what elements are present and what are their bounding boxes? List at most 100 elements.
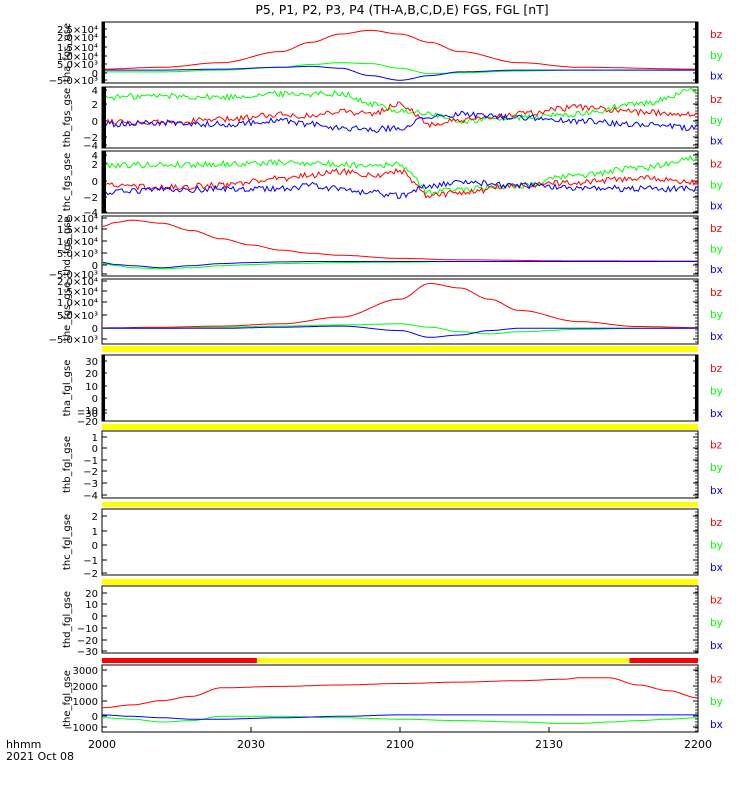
y-tick-label: 2.0×10⁴ [57,277,98,288]
y-tick-label: 0 [92,117,98,128]
y-tick-label: 2.0×10⁴ [57,33,98,44]
legend-by: by [710,696,723,708]
y-tick-label: 4 [92,86,98,97]
panel-ylabel: thc_fgs_gse [62,153,73,212]
legend-bz: bz [710,287,723,299]
status-bar-segment [102,658,257,663]
x-tick-label: 2200 [684,738,712,751]
legend-bx: bx [710,264,723,276]
y-tick-label: 1 [92,433,98,444]
y-tick-label: 1 [92,527,98,538]
series-line-by [101,261,698,270]
legend-bz: bz [710,363,723,375]
y-tick-label: 20 [85,589,98,600]
y-tick-label: 2.5×10⁴ [57,25,98,36]
panel-thb-fgl-gse: thb_fgl_gse 10−1−2−3−4 bz by bx [62,430,723,502]
x-tick-label: 2130 [535,738,563,751]
y-tick-label: 5.0×10³ [57,249,98,260]
series-line-bz [102,29,698,70]
legend-bz: bz [710,439,723,451]
status-bar-segment [102,424,698,430]
y-tick-label: −5.0×10³ [49,270,98,281]
legend-bx: bx [710,719,723,731]
legend-bz: bz [710,94,723,106]
y-tick-label: 5.0×10³ [57,311,98,322]
series-line-by [101,154,699,196]
y-tick-label: −10 [77,624,98,635]
y-tick-label: 0 [92,177,98,188]
legend-bx: bx [710,71,723,83]
panel-ylabel: tha_fgl_gse [62,360,73,417]
panel-frame [101,585,699,654]
y-tick-label: −3 [83,479,98,490]
y-tick-label: −1 [83,556,98,567]
panel-frame [101,86,699,149]
panel-ylabel: thd_fgl_gse [62,591,73,648]
y-tick-label: 2 [92,512,98,523]
series-line-bx [102,65,698,81]
status-bar-segment [102,502,698,507]
legend-bx: bx [710,640,723,652]
y-tick-label: 0 [92,444,98,455]
panel-frame [101,278,699,345]
y-tick-label: 20 [85,369,98,380]
y-tick-label: 10 [85,600,98,611]
legend-by: by [710,243,723,255]
series-line-bx [101,179,699,200]
y-tick-label: 2000 [73,682,98,693]
y-tick-label: −4 [83,208,98,219]
y-tick-label: 1.5×10⁴ [57,287,98,298]
legend-by: by [710,462,723,474]
panel-tha-fgs-gse: tha_fgs_gse2.5×10⁴2.0×10⁴1.5×10⁴1.0×10⁴5… [49,21,723,87]
legend-by: by [710,50,723,62]
legend-by: by [710,179,723,191]
panel-ylabel: thc_fgl_gse [62,514,73,570]
status-bar-segment [629,658,698,663]
status-bar-segment [102,579,698,585]
y-tick-label: 0 [92,394,98,405]
y-tick-label: −2 [83,569,98,580]
legend-bx: bx [710,408,723,420]
legend-bx: bx [710,331,723,343]
panel-frame [101,21,699,84]
legend-by: by [710,617,723,629]
y-tick-label: 1.0×10⁴ [57,52,98,63]
y-tick-label: 0 [92,612,98,623]
time-axis-label-date: 2021 Oct 08 [6,750,74,763]
series-line-bx [102,261,698,269]
y-tick-label: −2 [83,133,98,144]
y-tick-label: 0 [92,541,98,552]
series-line-bz [101,219,698,262]
y-tick-label: 1.0×10⁴ [57,298,98,309]
y-tick-label: 0 [92,69,98,80]
y-tick-label: −5.0×10³ [49,335,98,346]
legend-bz: bz [710,673,723,685]
panel-ylabel: the_fgl_gse [62,670,73,727]
legend-bz: bz [710,158,723,170]
panel-frame [101,215,699,277]
legend-bx: bx [710,485,723,497]
legend-by: by [710,386,723,398]
time-axis-label-hhmm: hhmm [6,738,41,751]
y-tick-label: 2 [92,160,98,171]
y-tick-label: −20 [77,636,98,647]
panel-ylabel: thb_fgs_gse [62,88,73,147]
legend-by: by [710,309,723,321]
panel-frame [101,508,699,576]
legend-bz: bz [710,223,723,235]
y-tick-label: 4 [92,151,98,162]
y-tick-label: 10 [85,382,98,393]
series-line-bz [101,167,699,199]
panel-ylabel: thd_fgs_gse [62,216,73,275]
time-axis: 2000 2030 2100 2130 2200 [88,727,712,751]
data-edge-marker [102,22,105,83]
series-line-by [102,323,698,335]
y-tick-label: −20 [77,417,98,428]
series-line-by [102,62,698,75]
data-gap-edge [102,87,106,148]
legend-bx: bx [710,136,723,148]
y-tick-label: −4 [83,141,98,152]
status-bars-group [102,346,698,663]
y-tick-label: −30 [77,647,98,658]
